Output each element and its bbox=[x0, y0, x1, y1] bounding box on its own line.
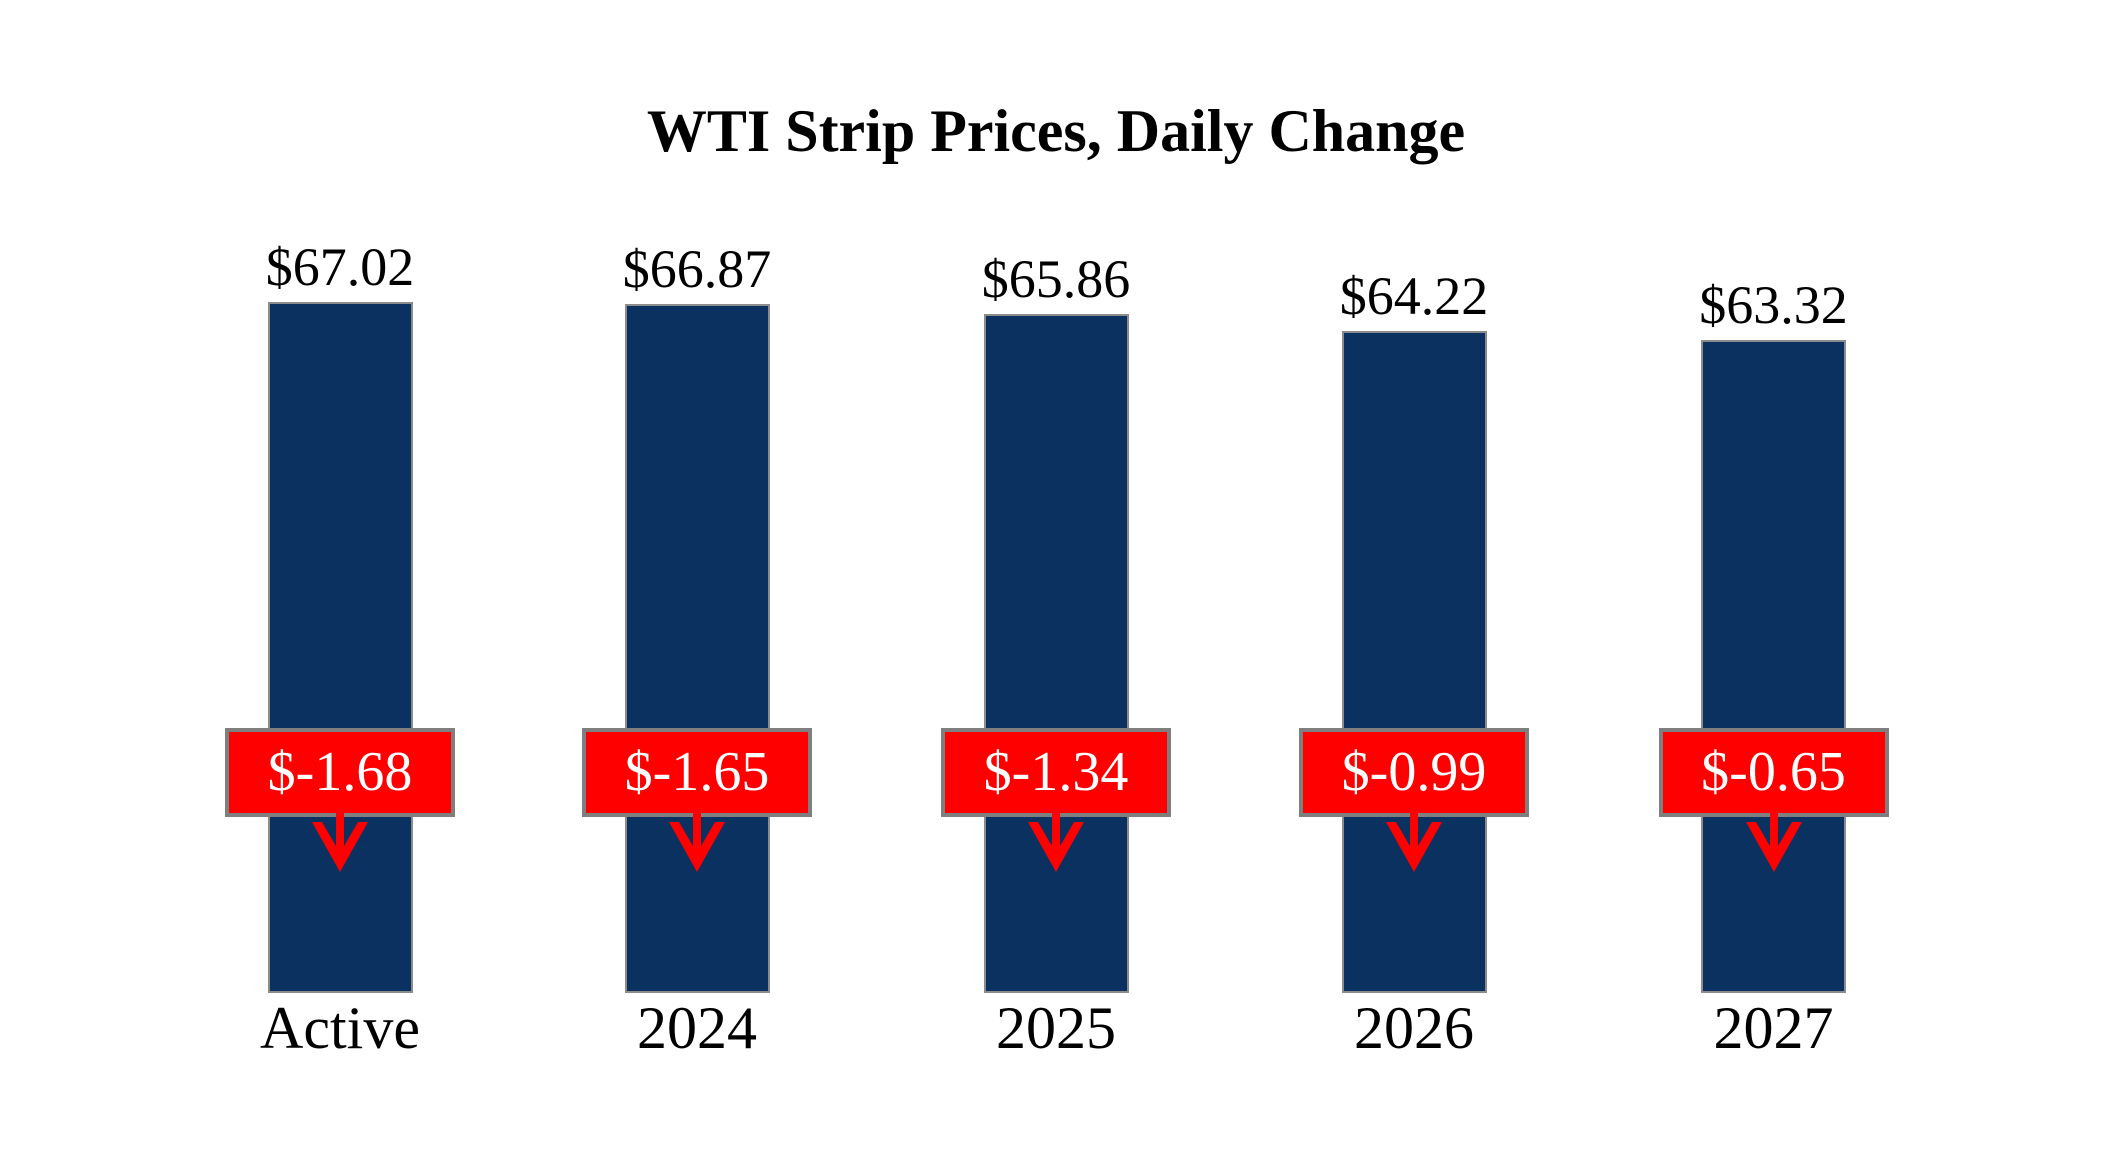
down-arrow-icon bbox=[1024, 812, 1088, 876]
bar bbox=[624, 304, 770, 993]
change-box: $-0.99 bbox=[1299, 728, 1529, 817]
change-label: $-0.65 bbox=[1701, 741, 1846, 803]
bar bbox=[983, 314, 1129, 993]
change-label: $-0.99 bbox=[1341, 741, 1487, 803]
change-box: $-1.34 bbox=[941, 728, 1171, 817]
bar bbox=[1341, 331, 1487, 993]
price-label: $63.32 bbox=[1699, 275, 1848, 335]
chart-title: WTI Strip Prices, Daily Change bbox=[646, 98, 1466, 164]
change-label: $-1.68 bbox=[267, 741, 413, 803]
price-label: $67.02 bbox=[265, 237, 415, 297]
down-arrow-icon bbox=[1742, 812, 1806, 876]
bar bbox=[1701, 340, 1846, 993]
category-label: 2024 bbox=[637, 995, 757, 1061]
down-arrow-icon bbox=[1382, 812, 1446, 876]
price-label: $65.86 bbox=[981, 249, 1131, 309]
change-box: $-1.68 bbox=[225, 728, 455, 817]
category-label: 2025 bbox=[996, 995, 1116, 1061]
category-label: 2026 bbox=[1354, 995, 1474, 1061]
change-label: $-1.65 bbox=[624, 741, 770, 803]
change-label: $-1.34 bbox=[983, 741, 1129, 803]
price-label: $64.22 bbox=[1339, 266, 1489, 326]
price-label: $66.87 bbox=[622, 239, 772, 299]
change-box: $-0.65 bbox=[1658, 728, 1889, 817]
change-box: $-1.65 bbox=[582, 728, 812, 817]
down-arrow-icon bbox=[308, 812, 372, 876]
category-label: Active bbox=[260, 995, 420, 1061]
bar bbox=[267, 302, 413, 993]
category-label: 2027 bbox=[1713, 995, 1834, 1061]
down-arrow-icon bbox=[665, 812, 729, 876]
